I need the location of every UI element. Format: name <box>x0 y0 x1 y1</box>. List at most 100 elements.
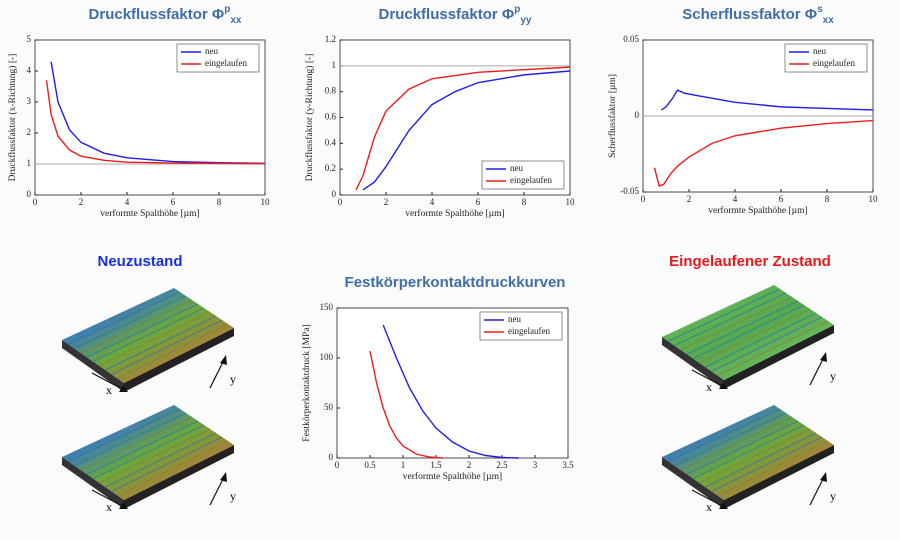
axis-letter: y <box>230 489 236 503</box>
surface-stripe <box>705 432 817 488</box>
chart-title: Druckflussfaktor Φpxx <box>89 4 242 26</box>
axis-arrow <box>691 489 725 508</box>
surface-stripe <box>111 319 223 375</box>
legend-box <box>481 160 565 190</box>
line-series <box>45 80 266 165</box>
x-tick-label: 2.5 <box>496 460 508 470</box>
surface-plot: xy <box>662 285 836 394</box>
arrow-head <box>119 385 128 392</box>
x-tick-label: 4 <box>733 194 738 204</box>
x-tick-label: 0 <box>33 197 38 207</box>
y-tick-label: 0 <box>329 452 334 462</box>
line-series <box>50 61 266 165</box>
legend-box <box>176 43 260 73</box>
axis-letter: y <box>230 372 236 386</box>
legend-box <box>479 311 563 341</box>
legend-label: neu <box>508 314 521 324</box>
title-sub: xx <box>230 15 242 26</box>
surface-stripe <box>698 308 811 364</box>
x-tick-label: 0 <box>335 460 340 470</box>
y-axis-label: Festkörperkontaktdruck [MPa] <box>302 324 312 441</box>
y-tick-label: 0 <box>635 110 640 120</box>
x-tick-label: 6 <box>171 197 176 207</box>
legend-label: neu <box>510 163 523 173</box>
surface-stripe <box>674 292 787 347</box>
x-axis-label: verformte Spalthöhe [µm] <box>708 205 807 216</box>
surface-side <box>724 325 834 389</box>
x-tick-label: 1 <box>401 460 406 470</box>
x-tick-label: 4 <box>125 197 130 207</box>
x-tick-label: 10 <box>261 197 271 207</box>
arrow-head <box>820 472 827 482</box>
axis-letter: y <box>830 489 836 503</box>
surface-stripe <box>680 416 793 471</box>
surface-stripe <box>111 436 223 492</box>
surface-plot: xy <box>62 288 236 397</box>
x-tick-label: 3 <box>533 460 538 470</box>
surface-stripe <box>674 412 787 467</box>
surface-plot: xy <box>662 405 836 514</box>
y-tick-label: 0 <box>27 189 32 199</box>
y-axis-label: Druckflussfaktor (y-Richtung) [-] <box>304 54 315 182</box>
surface-stripe <box>686 300 799 355</box>
y-tick-label: 1.2 <box>325 34 336 44</box>
surface-stripe <box>92 307 205 363</box>
line-series <box>355 66 571 191</box>
line-series <box>382 324 519 459</box>
axis-letter: x <box>706 380 712 394</box>
title-sup: p <box>514 4 520 15</box>
axis-letter: x <box>106 383 112 397</box>
title-text: Druckflussfaktor Φ <box>379 6 515 23</box>
x-tick-label: 0.5 <box>364 460 376 470</box>
x-tick-label: 2 <box>384 197 389 207</box>
surface-stripe <box>67 291 181 345</box>
surface-stripe <box>86 420 199 475</box>
surface-stripe <box>98 428 211 484</box>
axis-arrow <box>91 489 125 508</box>
surface-stripe <box>717 320 829 377</box>
surface-stripe <box>117 323 229 380</box>
x-tick-label: 2 <box>79 197 84 207</box>
line-series <box>661 89 874 111</box>
arrow-head <box>220 355 227 365</box>
surface-side <box>124 445 234 509</box>
y-tick-label: 0.8 <box>325 86 337 96</box>
y-tick-label: 1 <box>27 158 32 168</box>
surface-side <box>62 457 124 509</box>
axis-arrow <box>209 359 225 389</box>
surface-stripe <box>698 428 811 484</box>
chart-title: Scherflussfaktor Φsxx <box>682 4 834 26</box>
title-sub: xx <box>823 15 835 26</box>
surface-stripe <box>667 288 781 342</box>
axis-arrow <box>809 356 825 386</box>
surface-stripe <box>92 424 205 480</box>
arrow-head <box>719 502 728 509</box>
axis-arrow <box>91 372 125 391</box>
x-axis-label: verformte Spalthöhe [µm] <box>403 471 502 482</box>
surface-stripe <box>692 424 805 480</box>
surface-plot: xy <box>62 405 236 514</box>
surface-stripe <box>74 295 187 350</box>
surface-stripe <box>117 440 229 497</box>
y-tick-label: 4 <box>27 65 32 75</box>
y-axis-label: Scherflussfaktor [µm] <box>607 74 618 158</box>
x-tick-label: 0 <box>641 194 646 204</box>
y-tick-label: 0.6 <box>325 112 337 122</box>
legend-label: eingelaufen <box>508 326 550 336</box>
y-tick-label: 100 <box>320 352 334 362</box>
x-tick-label: 2 <box>467 460 472 470</box>
line-series <box>369 350 443 459</box>
arrow-head <box>220 472 227 482</box>
panel-title: Neuzustand <box>97 253 182 270</box>
arrow-head <box>119 502 128 509</box>
title-sup: p <box>224 4 230 15</box>
legend-label: neu <box>205 46 218 56</box>
y-tick-label: 1 <box>332 60 337 70</box>
surface-stripe <box>711 316 823 372</box>
x-tick-label: 3.5 <box>562 460 574 470</box>
axis-letter: x <box>106 500 112 514</box>
legend-label: eingelaufen <box>813 58 855 68</box>
surface-stripe <box>667 408 781 462</box>
surface-stripe <box>105 315 217 371</box>
